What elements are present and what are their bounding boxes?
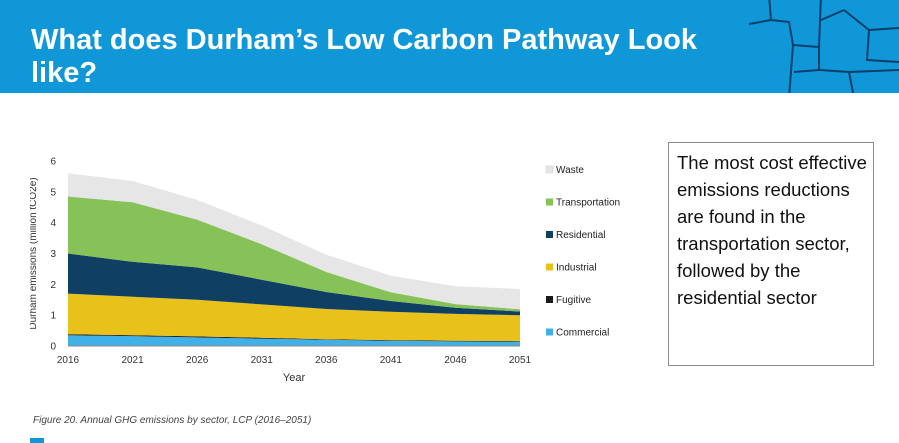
x-tick-label: 2021 [121,355,144,366]
x-tick-label: 2026 [186,355,209,366]
y-axis-title: Durham emissions (million tCO2e) [30,177,39,329]
area-fugitive [68,334,520,342]
legend-swatch-residential [546,231,553,238]
y-tick-label: 0 [50,342,56,353]
legend-swatch-transportation [546,198,553,206]
emissions-chart: 2016 2021 2026 2031 2036 2041 2046 2051 0 1 2 3 4 5 6 Y… [30,148,630,398]
legend-label-fugitive: Fugitive [556,295,591,306]
figure-caption: Figure 20. Annual GHG emissions by secto… [33,415,312,426]
title-banner: What does Durham’s Low Carbon Pathway Lo… [0,0,899,93]
emissions-chart-svg: 2016 2021 2026 2031 2036 2041 2046 2051 0 1 2 3 4 5 6 Y… [30,157,620,385]
x-tick-label: 2041 [380,355,403,366]
legend-label-transportation: Transportation [556,198,620,209]
y-tick-label: 6 [50,157,56,168]
legend-label-residential: Residential [556,230,605,241]
side-note-box: The most cost effective emissions reduct… [668,142,874,366]
area-commercial [68,335,520,346]
x-axis-title: Year [283,372,306,384]
legend-swatch-commercial [546,328,553,336]
legend-swatch-waste [545,165,554,174]
area-industrial [68,293,520,342]
region-map-graphic [749,0,899,93]
slide-title: What does Durham’s Low Carbon Pathway Lo… [31,24,697,89]
x-tick-label: 2046 [444,355,467,366]
y-tick-label: 5 [50,187,56,198]
y-tick-label: 1 [50,311,56,322]
side-note-text: The most cost effective emissions reduct… [677,152,867,308]
legend-label-industrial: Industrial [556,263,597,274]
y-tick-label: 2 [50,280,56,291]
x-tick-label: 2031 [251,355,274,366]
y-tick-label: 4 [50,218,56,229]
y-tick-label: 3 [50,249,56,260]
x-tick-label: 2036 [315,355,338,366]
area-waste [68,173,520,310]
legend-label-commercial: Commercial [556,328,609,339]
footer-accent [30,438,44,443]
x-tick-label: 2051 [509,355,532,366]
legend-swatch-industrial [546,263,553,271]
area-transportation [68,196,520,312]
legend-label-waste: Waste [556,165,584,176]
legend-swatch-fugitive [546,296,553,303]
x-tick-label: 2016 [57,355,80,366]
area-residential [68,253,520,316]
